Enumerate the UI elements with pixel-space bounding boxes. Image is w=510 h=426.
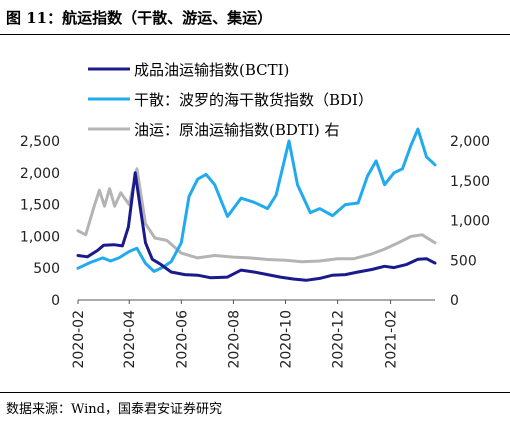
right-tick-label: 2,000 bbox=[450, 134, 490, 150]
x-tick-label: 2020-10 bbox=[279, 310, 295, 369]
chart-legend: 成品油运输指数(BCTI) 干散：波罗的海干散货指数（BDI） 油运：原油运输指数(… bbox=[88, 61, 373, 139]
x-tick-label: 2020-08 bbox=[226, 310, 242, 369]
x-tick-label: 2020-06 bbox=[174, 310, 190, 369]
right-tick-label: 1,500 bbox=[450, 174, 490, 190]
figure-title: 图 11：航运指数（干散、游运、集运） bbox=[6, 9, 273, 27]
left-tick-label: 0 bbox=[51, 293, 60, 309]
x-tick-label: 2020-12 bbox=[331, 310, 347, 369]
x-tick-label: 2020-02 bbox=[71, 310, 87, 369]
chart-series bbox=[76, 127, 437, 282]
title-divider bbox=[0, 34, 510, 35]
left-tick-label: 2,000 bbox=[20, 166, 60, 182]
source-divider bbox=[0, 392, 510, 393]
right-tick-label: 500 bbox=[450, 253, 477, 269]
left-tick-label: 2,500 bbox=[20, 134, 60, 150]
chart-axes: 0 500 1,000 1,500 2,000 2,500 0 500 1,000 1,500 2,… bbox=[20, 134, 490, 369]
legend-label-2: 油运：原油运输指数(BDTI) 右 bbox=[134, 121, 339, 139]
series-line-2 bbox=[76, 167, 437, 264]
source-note: 数据来源：Wind，国泰君安证券研究 bbox=[6, 402, 222, 417]
series-line-0 bbox=[76, 171, 437, 282]
right-tick-label: 0 bbox=[450, 293, 459, 309]
x-tick-label: 2021-02 bbox=[384, 310, 400, 369]
legend-label-0: 成品油运输指数(BCTI) bbox=[134, 61, 289, 79]
left-tick-label: 500 bbox=[33, 261, 60, 277]
left-tick-label: 1,000 bbox=[20, 229, 60, 245]
figure-title-bar: 图 11：航运指数（干散、游运、集运） bbox=[0, 0, 510, 34]
left-tick-label: 1,500 bbox=[20, 198, 60, 214]
x-tick-label: 2020-04 bbox=[122, 310, 138, 369]
line-chart: 成品油运输指数(BCTI) 干散：波罗的海干散货指数（BDI） 油运：原油运输指数(… bbox=[20, 61, 490, 369]
series-line-1 bbox=[76, 127, 437, 273]
legend-label-1: 干散：波罗的海干散货指数（BDI） bbox=[134, 91, 373, 109]
right-tick-label: 1,000 bbox=[450, 214, 490, 230]
